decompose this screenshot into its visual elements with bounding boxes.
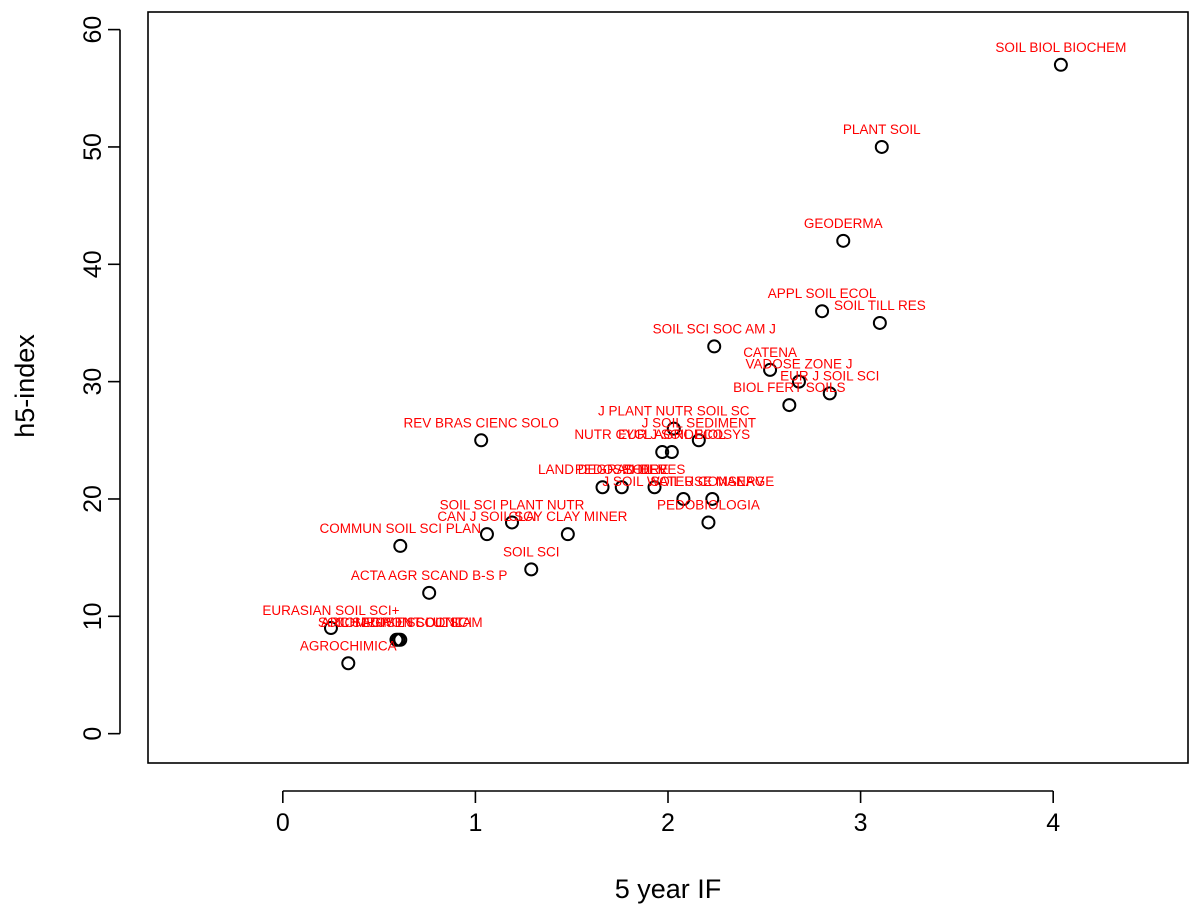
data-point [655, 445, 670, 460]
data-point [474, 433, 489, 448]
data-point-label: SOIL SEDIMENT CONTAM [318, 615, 483, 630]
y-axis: 0 10 20 30 40 50 60 [79, 16, 121, 741]
data-point-label: J PLANT NUTR SOIL SC [598, 404, 750, 419]
data-point-label: CLAY CLAY MINER [508, 509, 627, 524]
data-point [701, 515, 716, 530]
data-point [422, 585, 437, 600]
data-point [664, 445, 679, 460]
data-point-label: PLANT SOIL [843, 122, 921, 137]
data-point-label: PEDOSPHERE [575, 462, 669, 477]
y-tick-label: 60 [79, 16, 107, 44]
x-axis: 0 1 2 3 4 [276, 790, 1060, 837]
data-point [479, 527, 494, 542]
data-point-label: PEDOBIOLOGIA [657, 497, 760, 512]
data-point [614, 480, 629, 495]
data-point-label: REV BRAS CIENC SOLO [404, 415, 559, 430]
x-tick-label: 3 [854, 809, 868, 837]
data-point-label: BIOL FERT SOILS [733, 380, 845, 395]
data-point [763, 362, 778, 377]
data-point-label: J SOIL WATER CONSERV [602, 474, 764, 489]
data-point-label: COMMUN SOIL SCI PLAN [320, 521, 482, 536]
data-point-label: SOIL USE MANAGE [650, 474, 774, 489]
data-point-label: COMPOST SCI UTIL [335, 615, 463, 630]
data-point [782, 398, 797, 413]
data-point [666, 421, 681, 436]
y-tick-label: 0 [79, 727, 107, 741]
y-tick-label: 50 [79, 133, 107, 161]
data-point-label: NUTR CYCL AGROECOSYS [574, 427, 750, 442]
data-point [595, 480, 610, 495]
x-tick-label: 2 [661, 809, 675, 837]
data-point-label: VADOSE ZONE J [745, 357, 852, 372]
data-point [524, 562, 539, 577]
data-point [323, 621, 338, 636]
data-point-label: GEODERMA [804, 216, 883, 231]
y-tick-label: 30 [79, 368, 107, 396]
data-markers [323, 57, 1068, 671]
data-point [791, 374, 806, 389]
plot-area-border [147, 11, 1189, 764]
data-point-label: SOIL TILL RES [834, 298, 926, 313]
data-point-label: EUR J SOIL SCI [780, 368, 879, 383]
y-axis-title: h5-index [10, 334, 40, 438]
data-point-label: CAN J SOIL SCI [437, 509, 536, 524]
data-point-label: SOIL BIOL BIOCHEM [995, 40, 1126, 55]
x-tick-label: 0 [276, 809, 290, 837]
data-point-label: APPL SOIL ECOL [768, 286, 877, 301]
data-point-label: SOIL SCI SOC AM J [653, 321, 776, 336]
data-point [691, 433, 706, 448]
data-point [1053, 57, 1068, 72]
data-point-label: J SOIL SEDIMENT [642, 415, 756, 430]
data-point [872, 315, 887, 330]
y-tick-label: 10 [79, 602, 107, 630]
data-point [341, 656, 356, 671]
data-point-label: AGROCHIMICA [300, 638, 397, 653]
point-labels: SOIL BIOL BIOCHEM PLANT SOIL GEODERMA APPL … [262, 40, 1126, 653]
data-point [393, 632, 408, 647]
data-point-label: LAND DEGRAD DEV [538, 462, 667, 477]
y-tick-label: 40 [79, 250, 107, 278]
data-point [822, 386, 837, 401]
x-tick-label: 1 [468, 809, 482, 837]
data-point [393, 538, 408, 553]
x-tick-label: 4 [1046, 809, 1060, 837]
data-point-label: SOIL RES [624, 462, 686, 477]
data-point-label: SOIL SCI [503, 544, 560, 559]
data-point [560, 527, 575, 542]
data-point [647, 480, 662, 495]
y-tick-label: 20 [79, 485, 107, 513]
data-point-label: CATENA [743, 345, 797, 360]
data-point-label: ARCH AGRON SOIL SCI [321, 615, 472, 630]
data-point [815, 304, 830, 319]
data-point [676, 491, 691, 506]
data-point [836, 233, 851, 248]
data-point [707, 339, 722, 354]
data-point [705, 491, 720, 506]
data-point-label: EURASIAN SOIL SCI+ [262, 603, 399, 618]
data-point [874, 139, 889, 154]
x-axis-title: 5 year IF [615, 874, 722, 904]
data-point-label: EUR J SOIL BIOL [618, 427, 726, 442]
data-point-label: SOIL SCI PLANT NUTR [440, 497, 585, 512]
data-point-label: ACTA AGR SCAND B-S P [351, 568, 508, 583]
data-point [505, 515, 519, 530]
